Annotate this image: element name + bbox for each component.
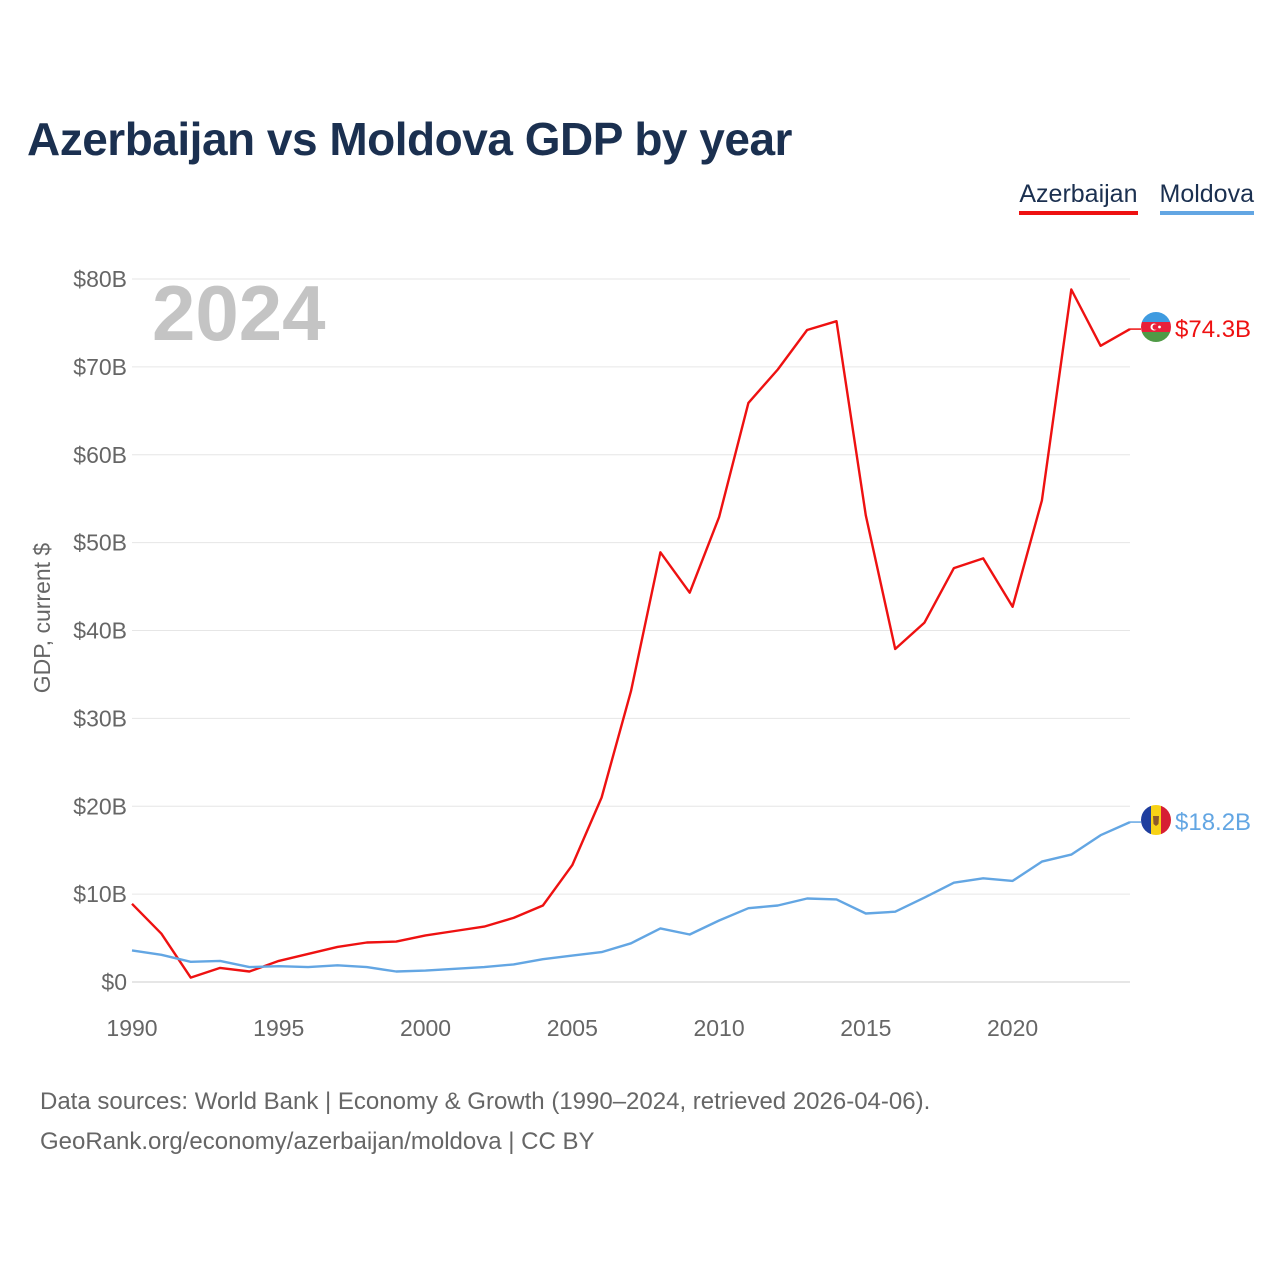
end-labels: $74.3B $18.2B	[1130, 316, 1251, 836]
x-tick-label: 1995	[253, 1015, 304, 1041]
x-tick-label: 2000	[400, 1015, 451, 1041]
y-tick-label: $30B	[73, 705, 127, 731]
y-axis-ticks: $0 $10B $20B $30B $40B $50B $60B $70B $80B	[73, 266, 127, 995]
grid-lines	[132, 278, 1130, 983]
y-axis-title: GDP, current $	[29, 543, 55, 694]
azerbaijan-flag-icon	[1141, 312, 1171, 342]
legend-item-moldova[interactable]: Moldova	[1159, 180, 1254, 215]
source-line-2[interactable]: GeoRank.org/economy/azerbaijan/moldova |…	[40, 1128, 595, 1155]
x-tick-label: 1990	[106, 1015, 157, 1041]
y-tick-label: $50B	[73, 530, 127, 556]
legend: Azerbaijan Moldova	[1019, 180, 1254, 215]
moldova-flag-icon	[1141, 805, 1171, 835]
x-axis-ticks: 1990 1995 2000 2005 2010 2015 2020	[106, 1015, 1038, 1041]
series-lines	[131, 288, 1131, 979]
x-tick-label: 2020	[987, 1015, 1038, 1041]
y-tick-label: $10B	[73, 881, 127, 907]
end-label-azerbaijan: $74.3B	[1175, 316, 1251, 343]
y-tick-label: $0	[101, 969, 127, 995]
y-tick-label: $60B	[73, 442, 127, 468]
series-line-moldova[interactable]	[131, 821, 1131, 973]
series-line-azerbaijan[interactable]	[131, 288, 1131, 979]
y-tick-label: $20B	[73, 793, 127, 819]
source-line-1: Data sources: World Bank | Economy & Gro…	[40, 1088, 931, 1115]
x-tick-label: 2015	[840, 1015, 891, 1041]
y-tick-label: $80B	[73, 266, 127, 292]
y-tick-label: $40B	[73, 618, 127, 644]
y-tick-label: $70B	[73, 354, 127, 380]
source-note: Data sources: World Bank | Economy & Gro…	[40, 1082, 930, 1162]
legend-item-azerbaijan[interactable]: Azerbaijan	[1019, 180, 1138, 215]
x-tick-label: 2010	[693, 1015, 744, 1041]
current-year-label: 2024	[152, 269, 326, 357]
end-label-moldova: $18.2B	[1175, 809, 1251, 836]
x-tick-label: 2005	[547, 1015, 598, 1041]
chart-title: Azerbaijan vs Moldova GDP by year	[27, 113, 792, 165]
